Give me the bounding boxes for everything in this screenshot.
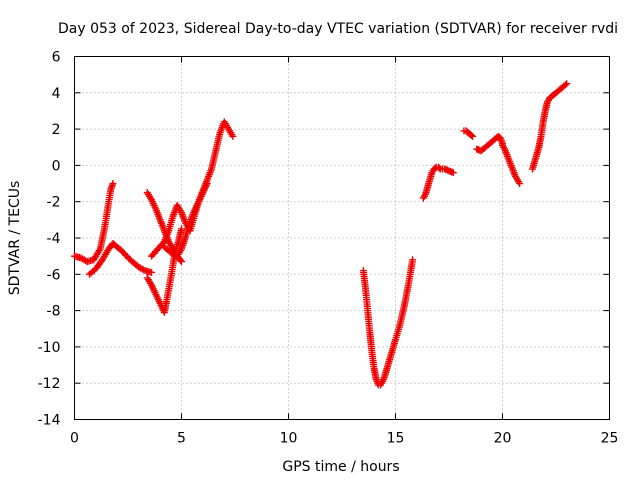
y-tick-label: -14 <box>38 413 61 429</box>
y-tick-label: -8 <box>47 304 61 320</box>
data-points <box>71 80 571 389</box>
data-point <box>178 258 185 266</box>
y-axis-label: SDTVAR / TECUs <box>7 181 23 296</box>
data-point-fill <box>561 81 569 89</box>
data-point <box>409 256 417 264</box>
y-tick-label: -2 <box>47 195 61 211</box>
y-tick-label: 2 <box>52 122 61 138</box>
data-point <box>449 169 457 177</box>
x-tick-labels: 0 5 10 15 20 25 <box>70 431 618 447</box>
data-point <box>229 132 237 140</box>
data-point <box>178 225 185 233</box>
y-tick-label: 4 <box>52 86 61 102</box>
chart-title: Day 053 of 2023, Sidereal Day-to-day VTE… <box>58 21 618 37</box>
x-axis-label: GPS time / hours <box>282 459 399 475</box>
data-point-fill <box>176 256 184 264</box>
grid <box>74 56 610 420</box>
x-tick-label: 5 <box>177 431 186 447</box>
data-point-fill <box>467 131 475 139</box>
x-tick-label: 15 <box>387 431 405 447</box>
data-point <box>516 180 524 188</box>
y-tick-label: 6 <box>52 50 61 66</box>
data-point <box>469 132 477 140</box>
y-tick-label: -12 <box>38 376 61 392</box>
x-tick-label: 20 <box>494 431 512 447</box>
y-tick-label: -6 <box>47 267 61 283</box>
x-tick-label: 0 <box>70 431 79 447</box>
data-point-fill <box>435 164 443 172</box>
data-point <box>109 180 117 188</box>
y-tick-label: 0 <box>52 158 61 174</box>
data-point <box>563 80 571 88</box>
y-tick-labels: -14 -12 -10 -8 -6 -4 -2 0 2 4 6 <box>38 50 61 429</box>
x-tick-label: 10 <box>280 431 298 447</box>
data-point-fill <box>140 266 148 274</box>
axis-ticks <box>74 56 610 420</box>
data-point <box>148 268 156 276</box>
y-tick-label: -4 <box>47 231 61 247</box>
x-tick-label: 25 <box>601 431 619 447</box>
y-tick-label: -10 <box>38 340 61 356</box>
